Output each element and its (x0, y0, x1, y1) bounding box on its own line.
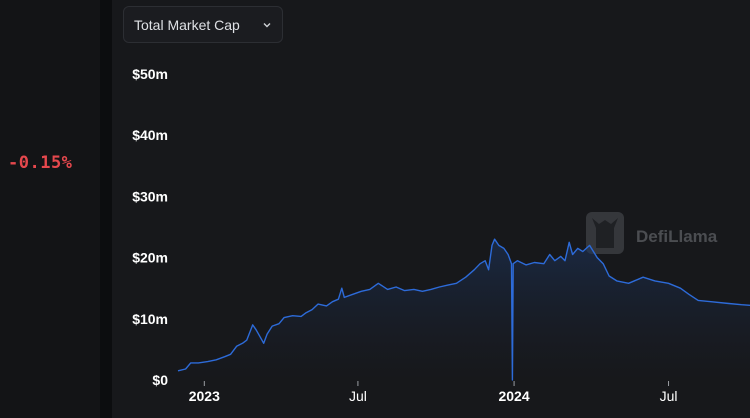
series-area (178, 239, 750, 380)
panel-divider (100, 0, 112, 418)
watermark-text: DefiLlama (636, 227, 718, 246)
x-axis: 2023 Jul 2024 Jul (189, 381, 678, 404)
x-tick-label: Jul (660, 388, 678, 404)
left-panel (0, 0, 100, 418)
x-tick-label: Jul (349, 388, 367, 404)
y-tick-label: $40m (132, 127, 168, 143)
llama-logo-icon (586, 212, 624, 254)
y-tick-label: $0 (152, 372, 168, 388)
dropdown-label: Total Market Cap (134, 16, 240, 33)
y-tick-label: $10m (132, 311, 168, 327)
x-tick-label: 2023 (189, 388, 220, 404)
chevron-down-icon (263, 22, 271, 27)
watermark: DefiLlama (586, 212, 718, 254)
y-tick-label: $50m (132, 66, 168, 82)
y-axis: $0 $10m $20m $30m $40m $50m (132, 66, 168, 388)
y-tick-label: $20m (132, 250, 168, 266)
x-tick-label: 2024 (498, 388, 529, 404)
y-tick-label: $30m (132, 188, 168, 204)
metric-dropdown[interactable]: Total Market Cap (123, 6, 283, 43)
change-percentage: -0.15% (8, 153, 73, 173)
series-line (177, 238, 750, 381)
